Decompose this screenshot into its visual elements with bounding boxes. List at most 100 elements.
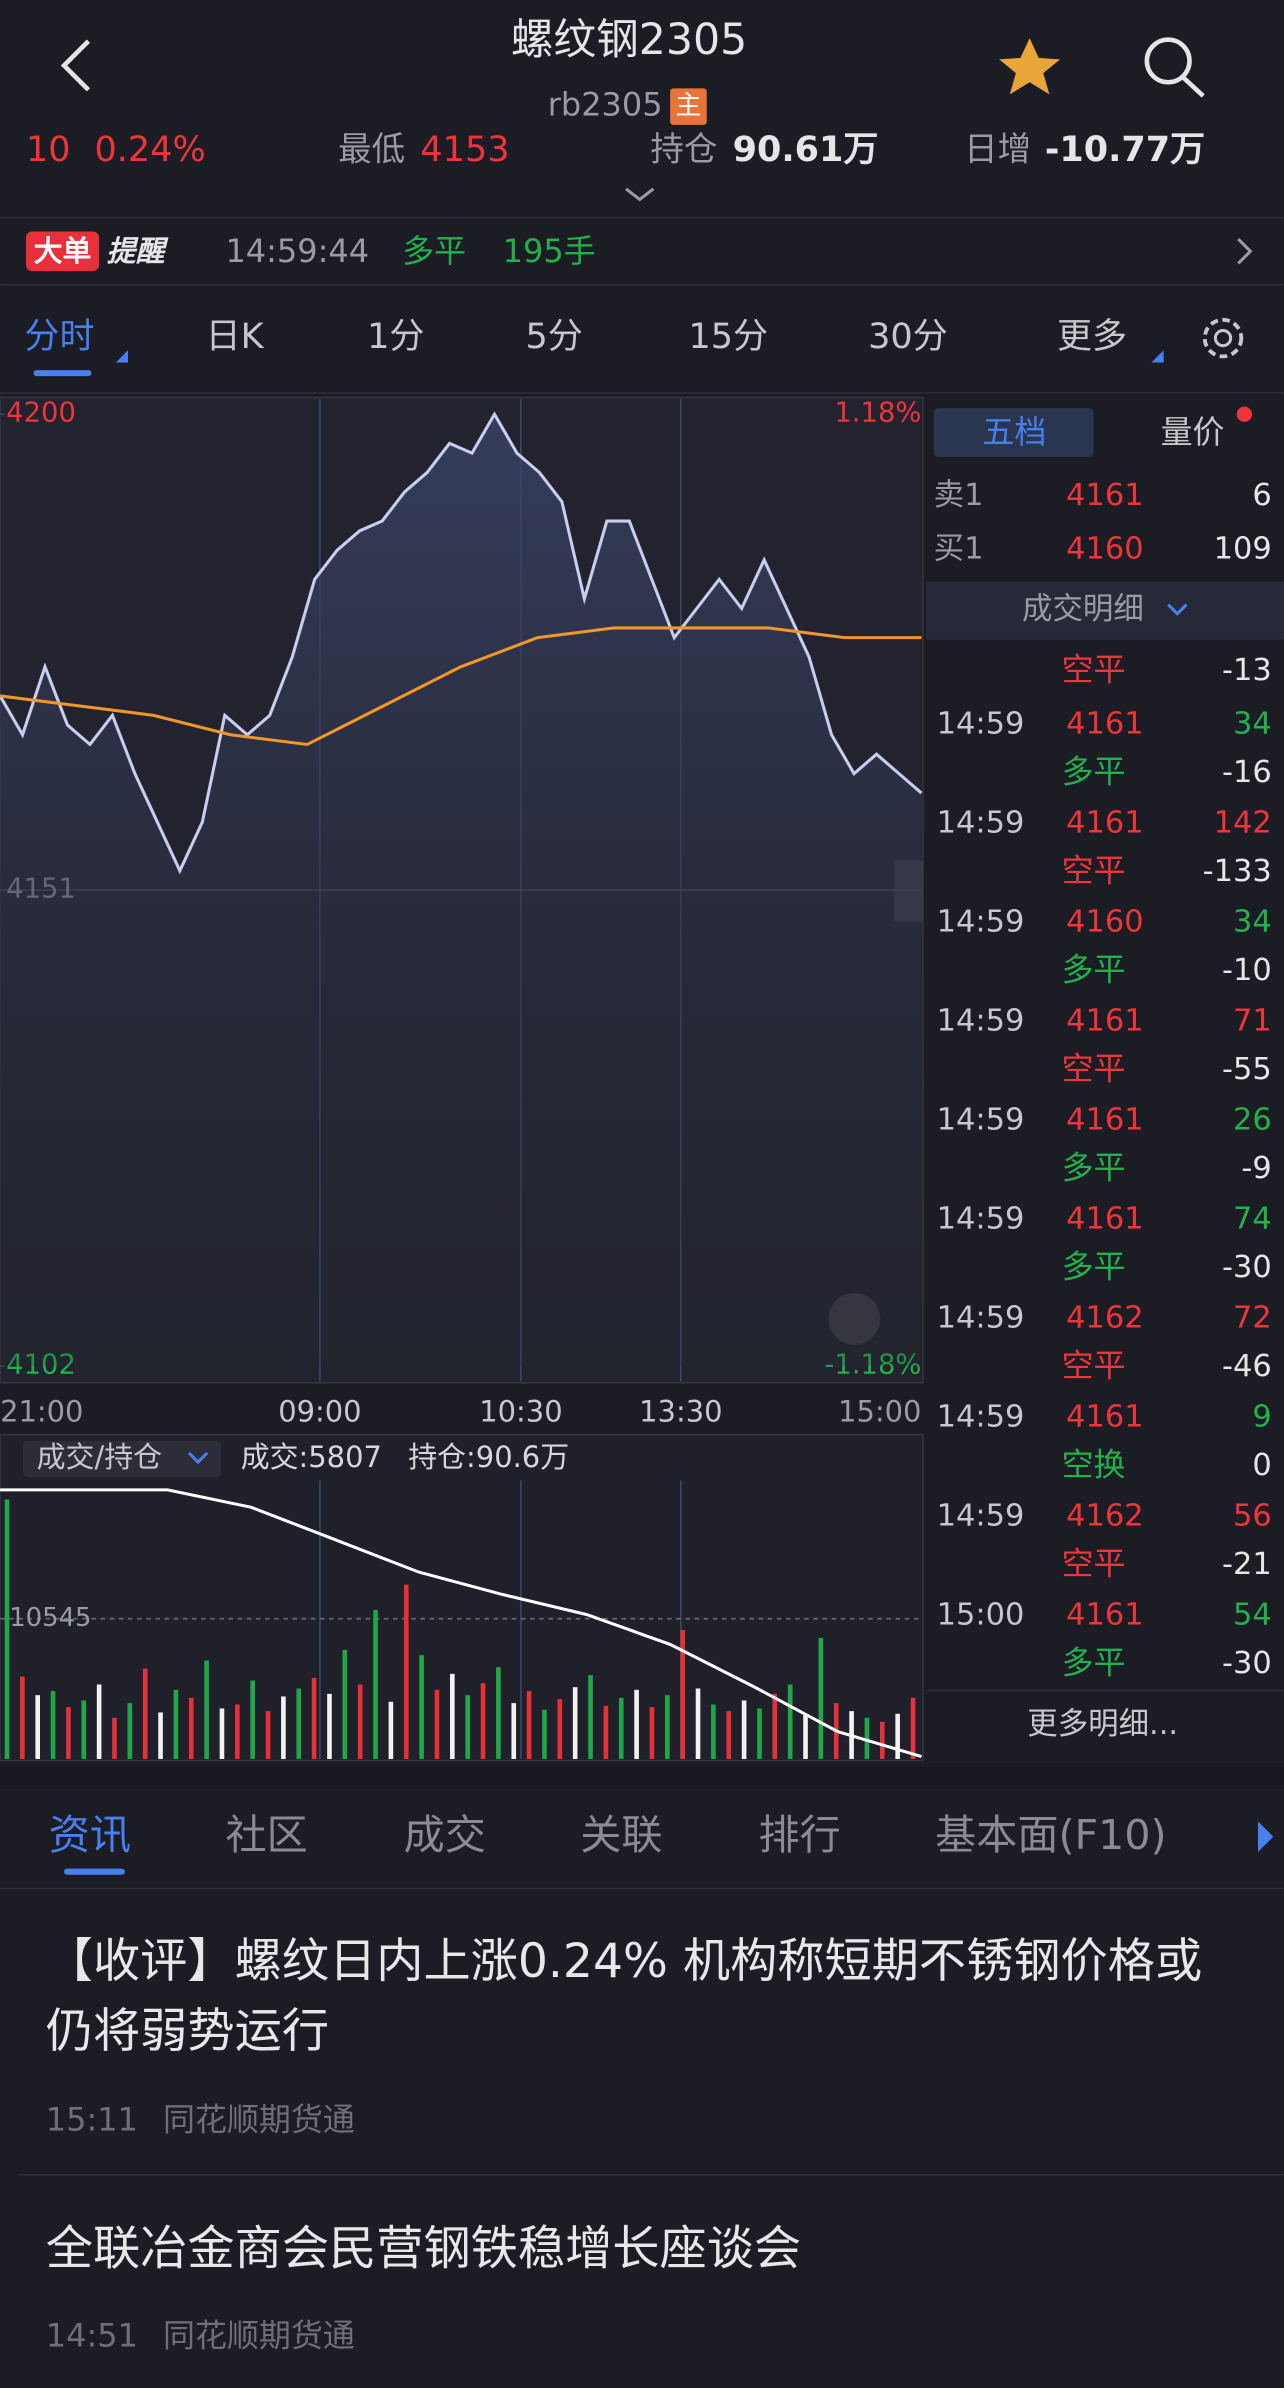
search-icon[interactable] [1144,37,1205,98]
period-tab[interactable]: 更多 [1057,316,1127,357]
volume-bar [757,1708,762,1760]
news-tab[interactable]: 社区 [225,1811,307,1859]
book-price: 4161 [1066,478,1143,513]
selector-bg[interactable] [22,1440,221,1478]
trade-type: 空平 [1062,651,1126,689]
trade-price: 4161 [1066,706,1143,741]
volume-bar [665,1695,670,1760]
expand-chevron[interactable] [625,187,655,202]
volume-bar [311,1677,317,1760]
volume-bar [388,1701,394,1760]
volume-bar [4,1499,10,1760]
alert-badge: 大单 [34,234,92,268]
news-tab[interactable]: 排行 [759,1811,841,1859]
news-item[interactable]: 【收评】螺纹日内上涨0.24% 机构称短期不锈钢价格或仍将弱势运行 [46,1927,1249,2079]
volume-bar [450,1673,455,1760]
period-tab[interactable]: 15分 [688,316,768,357]
news-tab[interactable]: 成交 [404,1811,486,1859]
volume-bar [818,1637,824,1760]
news-tab-underline [64,1868,125,1875]
trade-volume: 71 [1233,1003,1272,1038]
period-tab[interactable]: 日K [206,316,265,357]
volume-total: 成交:5807 [241,1440,382,1474]
volume-bar [235,1704,240,1760]
volume-bar [542,1709,547,1760]
volume-bar [557,1699,563,1760]
favorite-icon[interactable] [999,38,1061,95]
trade-delta: 0 [1252,1448,1271,1483]
volume-bar [281,1696,286,1760]
alert-volume: 195手 [503,232,596,270]
x-tick-label: 13:30 [639,1394,722,1428]
y-tick-label: 10545 [9,1603,91,1633]
book-tab[interactable]: 量价 [1161,413,1225,451]
volume-bar [803,1715,808,1760]
volume-bar [204,1660,209,1760]
trade-delta: -46 [1222,1349,1272,1384]
trade-time: 15:00 [937,1597,1025,1632]
trade-price: 4162 [1066,1300,1143,1335]
alert-type: 多平 [402,232,466,270]
volume-bar [357,1684,363,1760]
volume-bar [511,1703,517,1760]
trade-price: 4161 [1066,1003,1143,1038]
trade-type: 空平 [1062,852,1126,890]
news-tab-arrow[interactable] [1258,1821,1274,1852]
news-item[interactable]: 全联冶金商会民营钢铁稳增长座谈会 [46,2214,1249,2366]
news-tab[interactable]: 关联 [580,1811,662,1859]
volume-bar [711,1704,716,1760]
period-tab[interactable]: 5分 [525,316,582,357]
spacer [0,1766,1284,1785]
volume-bar [35,1695,40,1760]
period-tab[interactable]: 30分 [868,316,948,357]
volume-bar [603,1705,609,1760]
news-tab[interactable]: 基本面(F10) [935,1811,1166,1859]
more-detail[interactable]: 更多明细... [1027,1707,1178,1742]
badge-bg [670,88,707,125]
trade-type: 空平 [1062,1050,1126,1088]
trade-delta: -30 [1222,1646,1272,1681]
volume-bar [250,1680,255,1760]
volume-bar [634,1689,639,1760]
volume-bar [741,1700,747,1760]
settings-icon[interactable] [1202,317,1244,359]
trade-time: 14:59 [937,1399,1025,1434]
trade-volume: 9 [1252,1399,1271,1434]
trade-price: 4161 [1066,1102,1143,1137]
alert-badge-bg [25,231,100,272]
volume-selector[interactable]: 成交/持仓 [37,1440,163,1474]
trade-type: 空换 [1062,1446,1126,1484]
period-tab-active[interactable]: 分时 [24,316,94,357]
news-title[interactable]: 【收评】螺纹日内上涨0.24% 机构称短期不锈钢价格或仍将弱势运行 [45,1934,1203,2060]
trade-volume: 142 [1214,805,1272,840]
oi-total: 持仓:90.6万 [408,1440,569,1474]
period-tab[interactable]: 1分 [367,316,424,357]
trade-delta: -9 [1241,1151,1271,1186]
trade-volume: 26 [1233,1102,1272,1137]
trade-delta: -133 [1203,854,1272,889]
detail-title[interactable]: 成交明细 [1022,592,1144,627]
trade-price: 4162 [1066,1498,1143,1533]
back-button[interactable] [60,39,91,92]
trade-price: 4161 [1066,1597,1143,1632]
alert-chevron[interactable] [1237,238,1253,265]
trade-delta: -16 [1222,755,1272,790]
trade-type: 多平 [1062,1149,1126,1187]
volume-bar [649,1707,655,1760]
trade-delta: -10 [1222,953,1272,988]
detail-chevron [1167,603,1188,616]
news-time: 14:51 [46,2317,138,2355]
volume-area [0,1433,924,1762]
volume-bar [96,1684,102,1760]
news-tab-active[interactable]: 资讯 [49,1811,131,1859]
news-title[interactable]: 全联冶金商会民营钢铁稳增长座谈会 [45,2221,802,2277]
book-tab-active[interactable]: 五档 [982,413,1046,451]
trade-type: 多平 [1062,1644,1126,1682]
trade-time: 14:59 [937,1300,1025,1335]
volume-bar [434,1689,440,1760]
volume-bar [910,1697,916,1760]
tab-active-bg[interactable] [933,408,1094,457]
trade-volume: 34 [1233,904,1272,939]
